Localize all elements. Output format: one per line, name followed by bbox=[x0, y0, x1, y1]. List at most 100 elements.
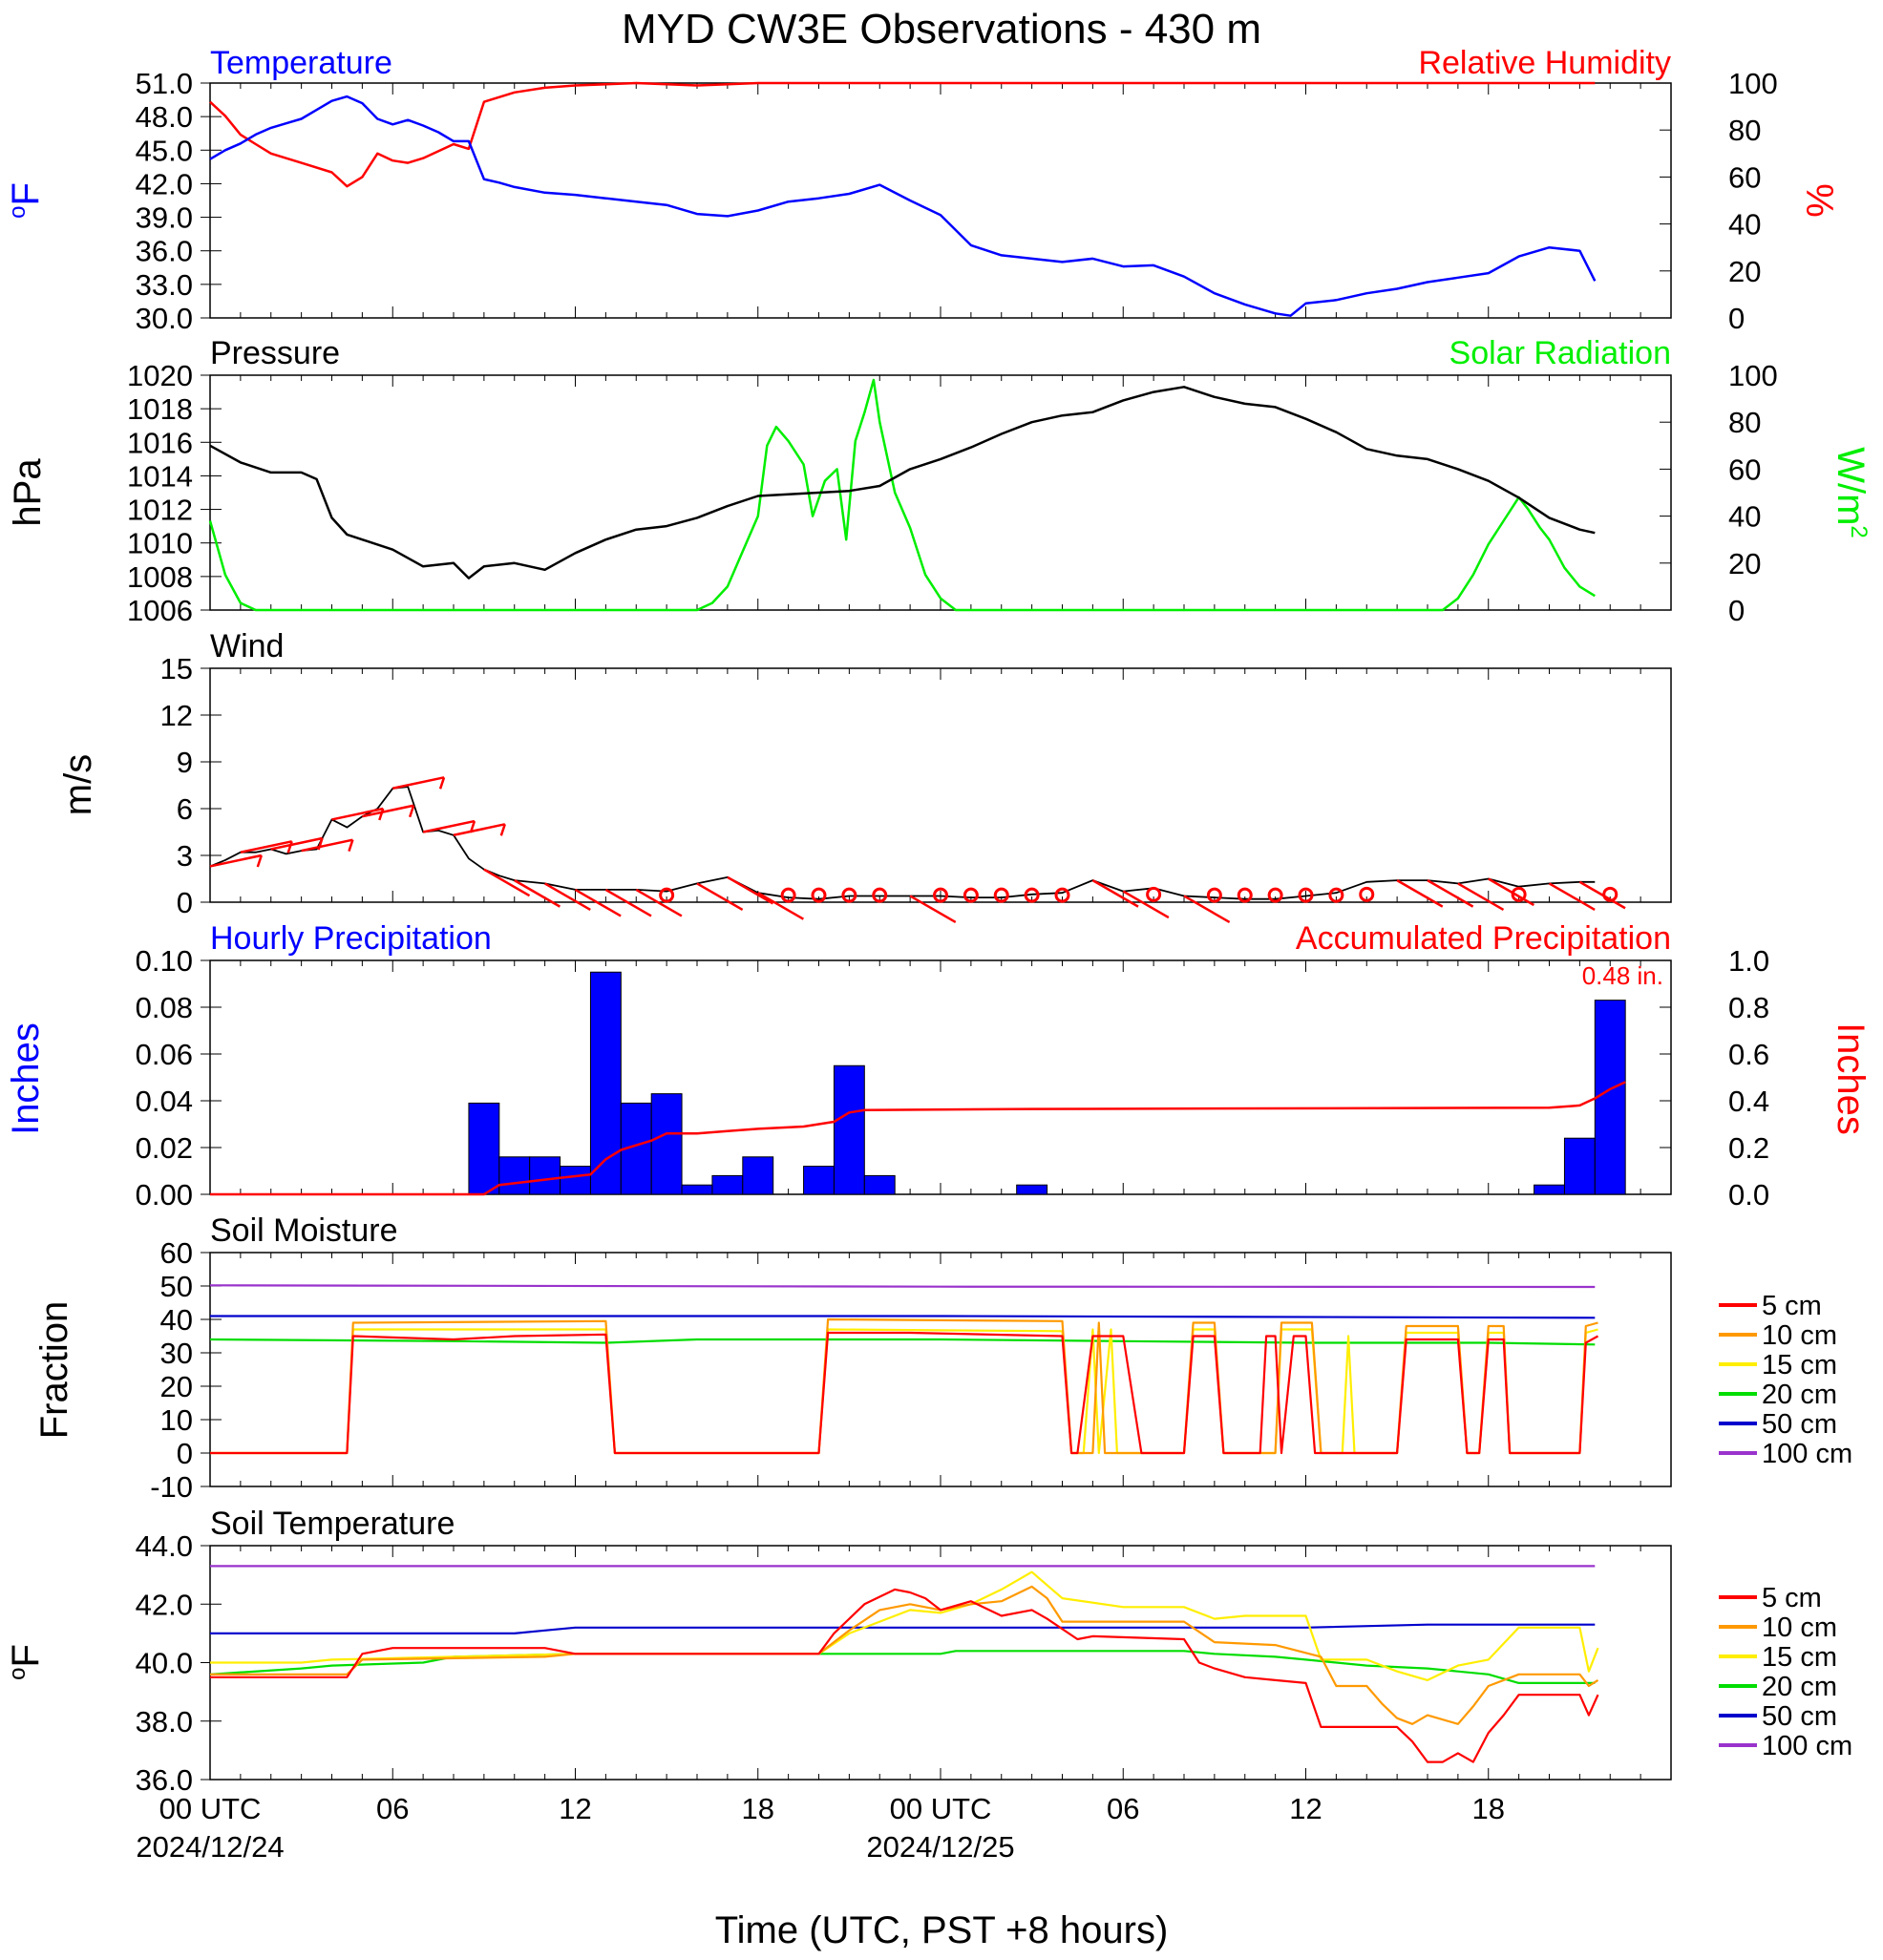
wind-barb-staff bbox=[696, 882, 744, 911]
hourly-precip-bar bbox=[589, 971, 622, 1195]
hourly-precip-bar bbox=[650, 1093, 683, 1195]
wind-barb-staff bbox=[1457, 882, 1505, 911]
temp-y-tick-label: 45.0 bbox=[136, 134, 193, 167]
solar-title: Solar Radiation bbox=[1449, 335, 1671, 371]
soil-temp-y-tick-label: 40.0 bbox=[136, 1647, 193, 1680]
x-tick-label: 12 bbox=[1289, 1792, 1322, 1825]
pressure-y-tick-label: 1008 bbox=[127, 560, 193, 594]
accum-y-tick-label: 0.8 bbox=[1728, 991, 1769, 1024]
temp-y-tick-label: 39.0 bbox=[136, 201, 193, 235]
hourly-precip-bar bbox=[529, 1156, 561, 1195]
soil-temp-units: oF bbox=[5, 1644, 47, 1680]
temp-y-tick-label: 36.0 bbox=[136, 235, 193, 268]
calm-wind-marker bbox=[1237, 887, 1253, 903]
wind-title: Wind bbox=[210, 628, 284, 664]
precip-y-tick-label: 0.02 bbox=[136, 1131, 193, 1165]
x-tick-label: 00 UTC bbox=[159, 1792, 262, 1825]
soil-temp-legend-label: 100 cm bbox=[1762, 1731, 1852, 1761]
wind-barb-staff bbox=[331, 807, 384, 821]
humidity-units: % bbox=[1800, 183, 1842, 218]
wind-barb-staff bbox=[270, 836, 323, 851]
pressure-panel-frame bbox=[209, 374, 1672, 611]
soil-moisture-y-tick-label: 20 bbox=[160, 1370, 193, 1403]
solar-y-tick-label: 60 bbox=[1728, 453, 1761, 486]
calm-wind-marker bbox=[811, 887, 827, 903]
soil-temp-line bbox=[210, 1570, 1599, 1682]
solar-y-tick-label: 100 bbox=[1728, 359, 1778, 392]
hourly-precip-bar bbox=[560, 1166, 591, 1195]
soil-temp-line bbox=[209, 1650, 1596, 1685]
pressure-line bbox=[209, 386, 1596, 580]
x-tick-date: 2024/12/24 bbox=[136, 1830, 284, 1864]
wind-barb-staff bbox=[1427, 879, 1474, 908]
solar-y-tick-label: 20 bbox=[1728, 547, 1761, 580]
soil-temp-y-tick-label: 36.0 bbox=[136, 1763, 193, 1797]
accum-y-tick-label: 0.0 bbox=[1728, 1178, 1769, 1212]
x-tick-label: 18 bbox=[1472, 1792, 1505, 1825]
wind-barb-staff bbox=[1396, 879, 1444, 908]
accum-y-tick-label: 0.4 bbox=[1728, 1085, 1769, 1118]
rh-y-tick-label: 40 bbox=[1728, 208, 1761, 242]
wind-barb-flag bbox=[348, 839, 354, 853]
hourly-precip-bar bbox=[468, 1102, 500, 1195]
precip-panel-frame bbox=[209, 959, 1672, 1195]
temp-y-tick-label: 48.0 bbox=[136, 100, 193, 134]
wind-y-tick-label: 12 bbox=[160, 699, 193, 732]
hourly-precip-bar bbox=[711, 1174, 744, 1195]
wind-barb-staff bbox=[1578, 880, 1626, 910]
wind-barb-staff bbox=[483, 868, 531, 897]
soil-moisture-line bbox=[210, 1331, 1599, 1455]
pressure-title: Pressure bbox=[210, 335, 340, 371]
rh-y-tick-label: 60 bbox=[1728, 160, 1761, 194]
rh-y-tick-label: 20 bbox=[1728, 255, 1761, 288]
pressure-y-tick-label: 1016 bbox=[127, 426, 193, 459]
wind-barb-flag bbox=[408, 805, 415, 818]
precip-y-tick-label: 0.00 bbox=[136, 1178, 193, 1212]
hourly-precip-bar bbox=[1016, 1184, 1048, 1195]
wind-barb-flag bbox=[378, 808, 385, 821]
accum-precip-title: Accumulated Precipitation bbox=[1296, 920, 1671, 957]
calm-wind-marker bbox=[1267, 887, 1283, 903]
hourly-precip-bar bbox=[1594, 1000, 1626, 1195]
wind-y-tick-label: 15 bbox=[160, 652, 193, 685]
calm-wind-marker bbox=[1206, 887, 1222, 903]
soil-moisture-legend-label: 5 cm bbox=[1762, 1291, 1822, 1321]
soil-temp-legend-label: 20 cm bbox=[1762, 1672, 1837, 1702]
calm-wind-marker bbox=[933, 887, 948, 903]
wind-barb-staff bbox=[1122, 890, 1170, 919]
hourly-precip-bar bbox=[742, 1156, 774, 1195]
soil-moisture-y-tick-label: 40 bbox=[160, 1303, 193, 1337]
solar-y-tick-label: 40 bbox=[1728, 500, 1761, 534]
wind-speed-line bbox=[209, 786, 1596, 900]
pressure-y-tick-label: 1014 bbox=[127, 459, 193, 493]
x-tick-label: 06 bbox=[1107, 1792, 1139, 1825]
soil-moisture-legend-label: 50 cm bbox=[1762, 1409, 1837, 1440]
pressure-units: hPa bbox=[7, 458, 49, 527]
humidity-title: Relative Humidity bbox=[1418, 45, 1671, 81]
wind-y-tick-label: 6 bbox=[177, 792, 193, 826]
soil-moisture-y-tick-label: 50 bbox=[160, 1270, 193, 1303]
soil-moisture-y-tick-label: 30 bbox=[160, 1337, 193, 1370]
wind-barb-staff bbox=[1488, 877, 1535, 907]
soil-temp-line bbox=[210, 1585, 1599, 1725]
wind-barb-staff bbox=[301, 838, 353, 853]
rh-y-tick-label: 100 bbox=[1728, 67, 1778, 100]
x-axis-title: Time (UTC, PST +8 hours) bbox=[715, 1909, 1169, 1951]
calm-wind-marker bbox=[1602, 886, 1619, 902]
calm-wind-marker bbox=[963, 887, 979, 903]
wind-barb-staff bbox=[240, 840, 292, 854]
pressure-y-tick-label: 1018 bbox=[127, 392, 193, 426]
solar-y-tick-label: 0 bbox=[1728, 594, 1745, 627]
temperature-title: Temperature bbox=[210, 45, 392, 81]
wind-barb-staff bbox=[209, 854, 263, 868]
panels-group: 30.033.036.039.042.045.048.051.002040608… bbox=[5, 45, 1872, 1864]
wind-barb-flag bbox=[286, 840, 293, 854]
precip-y-tick-label: 0.04 bbox=[136, 1085, 193, 1118]
pressure-y-tick-label: 1010 bbox=[127, 527, 193, 560]
wind-barb-staff bbox=[727, 875, 774, 905]
wind-barb-staff bbox=[453, 823, 506, 836]
precip-y-tick-label: 0.10 bbox=[136, 944, 193, 978]
soil-temp-legend-label: 15 cm bbox=[1762, 1642, 1837, 1673]
rh-y-tick-label: 80 bbox=[1728, 114, 1761, 147]
soil-moisture-y-tick-label: 10 bbox=[160, 1403, 193, 1437]
